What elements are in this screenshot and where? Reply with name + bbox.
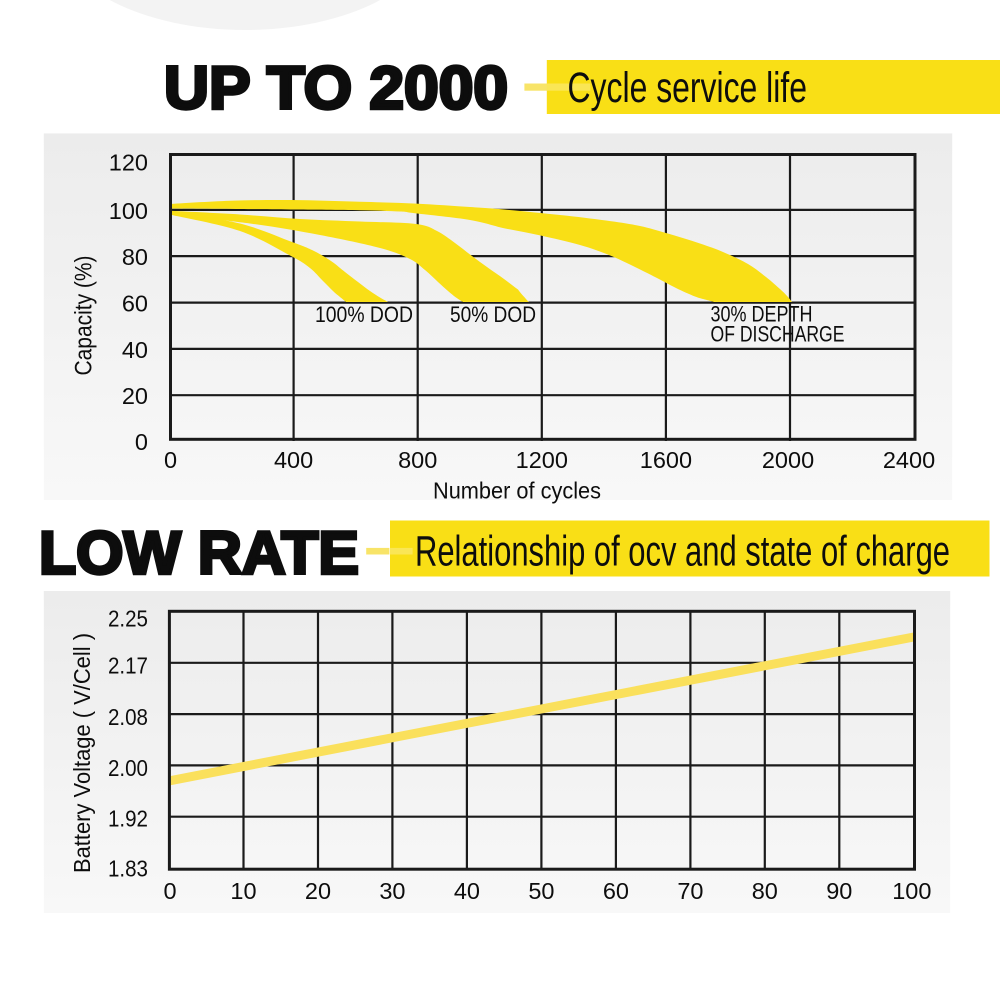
svg-text:800: 800	[398, 447, 437, 473]
svg-text:2400: 2400	[883, 447, 935, 473]
svg-text:20: 20	[305, 878, 331, 904]
svg-text:1200: 1200	[516, 447, 568, 473]
svg-text:60: 60	[603, 878, 629, 904]
svg-text:Relationship of ocv and state: Relationship of ocv and state of charge	[415, 528, 950, 576]
svg-text:LOW RATE: LOW RATE	[39, 519, 359, 587]
svg-text:90: 90	[826, 878, 852, 904]
svg-text:50% DOD: 50% DOD	[450, 302, 536, 327]
svg-text:0: 0	[163, 878, 176, 904]
svg-text:1.92: 1.92	[108, 806, 148, 832]
svg-text:80: 80	[122, 244, 148, 270]
svg-text:20: 20	[122, 383, 148, 409]
svg-text:Cycle service life: Cycle service life	[568, 64, 808, 112]
svg-text:70: 70	[677, 878, 703, 904]
svg-text:30: 30	[379, 878, 405, 904]
svg-text:1600: 1600	[640, 447, 692, 473]
svg-text:0: 0	[164, 447, 177, 473]
svg-text:Capacity (%): Capacity (%)	[71, 256, 98, 376]
svg-text:100: 100	[109, 198, 148, 224]
svg-text:60: 60	[122, 291, 148, 317]
svg-text:OF DISCHARGE: OF DISCHARGE	[711, 322, 845, 347]
svg-text:80: 80	[752, 878, 778, 904]
svg-text:100% DOD: 100% DOD	[315, 302, 413, 327]
svg-text:400: 400	[274, 447, 313, 473]
svg-text:Battery Voltage ( V/Cell ): Battery Voltage ( V/Cell )	[69, 633, 95, 873]
svg-text:50: 50	[528, 878, 554, 904]
svg-text:2.17: 2.17	[108, 653, 148, 679]
svg-text:1.83: 1.83	[108, 855, 148, 881]
svg-text:2.00: 2.00	[108, 755, 148, 781]
svg-text:UP TO 2000: UP TO 2000	[164, 54, 508, 122]
svg-text:120: 120	[109, 150, 148, 176]
svg-text:0: 0	[135, 429, 148, 455]
svg-text:40: 40	[122, 337, 148, 363]
svg-text:2000: 2000	[762, 447, 814, 473]
svg-text:10: 10	[230, 878, 256, 904]
svg-text:2.25: 2.25	[108, 606, 148, 632]
svg-text:40: 40	[454, 878, 480, 904]
svg-text:2.08: 2.08	[108, 704, 148, 730]
svg-text:Number of cycles: Number of cycles	[433, 478, 601, 504]
svg-text:30% DEPTH: 30% DEPTH	[711, 302, 813, 327]
svg-text:100: 100	[892, 878, 931, 904]
